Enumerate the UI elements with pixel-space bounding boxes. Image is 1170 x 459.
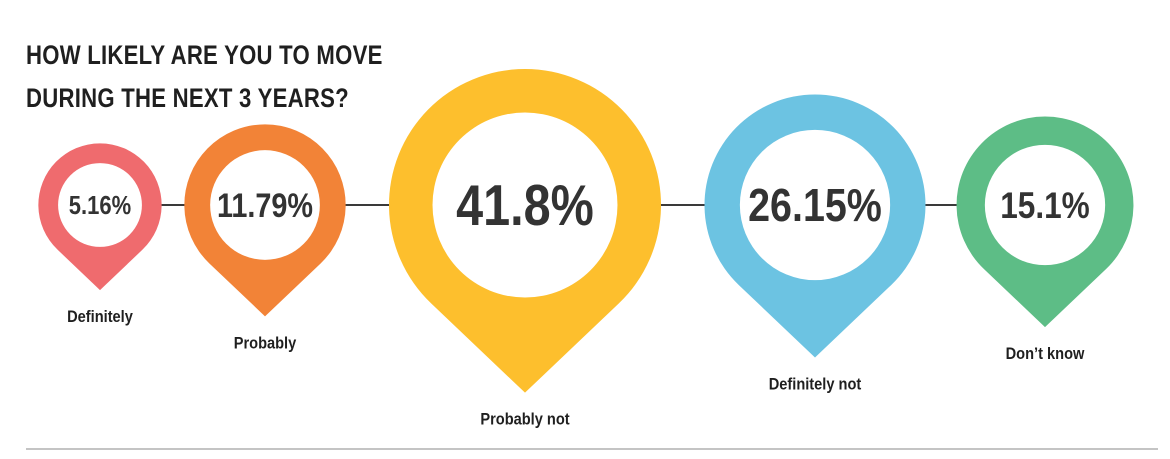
pin-category-label: Definitely bbox=[67, 308, 133, 326]
pin-inner-circle bbox=[739, 129, 891, 281]
pin-value-label: 41.8% bbox=[456, 174, 594, 238]
pin-category-label: Don’t know bbox=[1006, 345, 1085, 363]
pin-category-label: Definitely not bbox=[769, 376, 862, 394]
chart-title-line-1: HOW LIKELY ARE YOU TO MOVE bbox=[26, 40, 383, 70]
pin-probably: 11.79% Probably bbox=[184, 124, 346, 353]
pin-category-label: Probably bbox=[234, 334, 297, 352]
pin-category-label: Probably not bbox=[480, 411, 570, 429]
pin-value-label: 15.1% bbox=[1000, 186, 1090, 227]
pin-value-label: 26.15% bbox=[748, 180, 882, 232]
pin-definitely: 5.16% Definitely bbox=[38, 143, 162, 326]
chart-title: HOW LIKELY ARE YOU TO MOVE DURING THE NE… bbox=[26, 34, 383, 120]
pin-probably-not: 41.8% Probably not bbox=[389, 69, 661, 429]
pin-don-t-know: 15.1% Don’t know bbox=[956, 116, 1134, 363]
pin-value-label: 11.79% bbox=[217, 187, 313, 225]
pin-inner-circle bbox=[984, 144, 1106, 266]
pin-value-label: 5.16% bbox=[69, 191, 131, 220]
pin-inner-circle bbox=[210, 150, 320, 260]
chart-title-line-2: DURING THE NEXT 3 YEARS? bbox=[26, 83, 349, 113]
pin-inner-circle bbox=[58, 163, 142, 247]
pin-definitely-not: 26.15% Definitely not bbox=[704, 94, 926, 394]
pin-inner-circle bbox=[432, 112, 618, 298]
